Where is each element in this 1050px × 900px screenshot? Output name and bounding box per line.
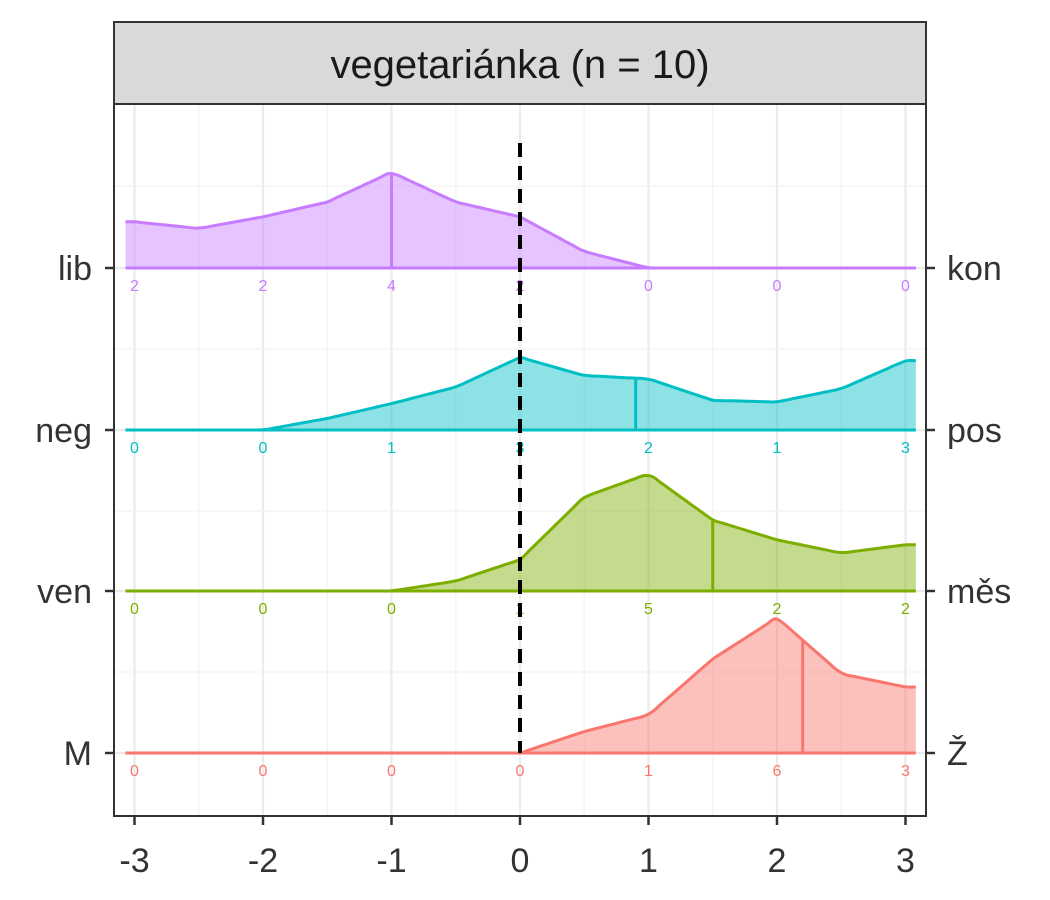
y-label-left: M	[64, 735, 92, 773]
count-label: 0	[259, 763, 268, 780]
count-label: 0	[259, 601, 268, 618]
density-area	[125, 475, 916, 592]
x-tick-label: -3	[119, 842, 149, 880]
count-label: 0	[387, 763, 396, 780]
count-label: 5	[644, 601, 653, 618]
count-label: 6	[773, 763, 782, 780]
count-label: 0	[130, 763, 139, 780]
density-area	[125, 357, 916, 431]
y-label-right: kon	[947, 250, 1002, 288]
count-label: 2	[130, 278, 139, 295]
count-label: 0	[901, 278, 910, 295]
x-tick-label: -2	[248, 842, 278, 880]
count-label: 0	[259, 440, 268, 457]
y-label-right: Ž	[947, 735, 968, 773]
count-label: 3	[901, 440, 910, 457]
x-tick-label: -1	[376, 842, 406, 880]
y-label-left: lib	[58, 250, 92, 288]
count-label: 0	[644, 278, 653, 295]
x-tick-label: 0	[511, 842, 530, 880]
chart-title: vegetariánka (n = 10)	[330, 43, 709, 87]
count-label: 2	[901, 601, 910, 618]
count-label: 0	[387, 601, 396, 618]
x-tick-label: 2	[768, 842, 787, 880]
x-tick-label: 3	[896, 842, 915, 880]
x-tick-label: 1	[639, 842, 658, 880]
count-label: 2	[644, 440, 653, 457]
count-label: 2	[773, 601, 782, 618]
y-label-left: ven	[37, 573, 92, 611]
count-label: 2	[259, 278, 268, 295]
count-label: 1	[644, 763, 653, 780]
count-label: 1	[773, 440, 782, 457]
y-label-left: neg	[35, 412, 92, 450]
y-label-right: pos	[947, 412, 1002, 450]
count-label: 0	[773, 278, 782, 295]
count-label: 0	[130, 440, 139, 457]
strip-background	[113, 21, 927, 105]
count-label: 3	[901, 763, 910, 780]
count-label: 1	[387, 440, 396, 457]
panel-strip: vegetariánka (n = 10)	[113, 21, 927, 105]
axes: -3 -2 -1 0 1 2 3 lib kon neg pos ven měs M Ž	[35, 250, 1011, 880]
count-label: 0	[516, 763, 525, 780]
y-label-right: měs	[947, 573, 1011, 611]
count-label: 4	[387, 278, 396, 295]
count-label: 0	[130, 601, 139, 618]
density-area	[125, 618, 916, 754]
